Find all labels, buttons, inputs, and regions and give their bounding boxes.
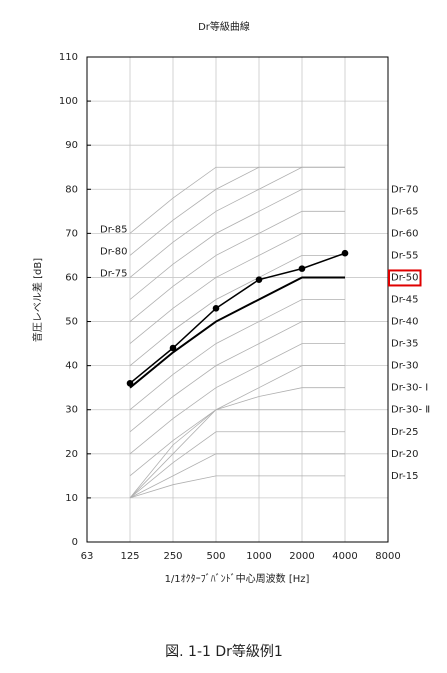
series-line bbox=[129, 365, 345, 477]
series-label: Dr-45 bbox=[391, 295, 419, 306]
series-line bbox=[129, 431, 345, 499]
series-line bbox=[129, 210, 345, 322]
y-tick-label: 100 bbox=[59, 96, 78, 107]
x-tick-label: 500 bbox=[206, 551, 225, 562]
series-line bbox=[129, 276, 345, 389]
series-line bbox=[129, 387, 345, 499]
x-tick-label: 4000 bbox=[332, 551, 357, 562]
data-point bbox=[298, 265, 306, 272]
x-tick-label: 1000 bbox=[246, 551, 271, 562]
y-tick-label: 60 bbox=[65, 272, 78, 283]
y-tick-label: 30 bbox=[65, 405, 78, 416]
y-tick-label: 90 bbox=[65, 140, 78, 151]
series-label: Dr-70 bbox=[391, 184, 419, 195]
y-tick-label: 20 bbox=[65, 449, 78, 460]
series-label: Dr-30- Ⅰ bbox=[391, 383, 428, 394]
series-label: Dr-60 bbox=[391, 228, 419, 239]
x-tick-label: 125 bbox=[120, 551, 139, 562]
series-label: Dr-50 bbox=[391, 272, 419, 283]
series-label: Dr-30 bbox=[391, 361, 419, 372]
data-point bbox=[169, 344, 177, 352]
y-axis-label: 音圧レベル差 [dB] bbox=[31, 258, 44, 342]
y-tick-label: 70 bbox=[65, 228, 78, 239]
y-tick-label: 80 bbox=[65, 184, 78, 195]
series-label: Dr-30- Ⅱ bbox=[391, 405, 430, 416]
data-point bbox=[341, 249, 349, 257]
series-line bbox=[129, 453, 345, 499]
series-line bbox=[129, 252, 346, 384]
series-label: Dr-75 bbox=[100, 268, 128, 279]
series-label: Dr-80 bbox=[100, 246, 128, 257]
series-label: Dr-85 bbox=[100, 224, 128, 235]
x-tick-label: 250 bbox=[163, 551, 182, 562]
data-point bbox=[126, 379, 134, 387]
y-tick-label: 110 bbox=[59, 52, 78, 63]
plot-frame bbox=[86, 56, 389, 543]
series-label: Dr-55 bbox=[391, 250, 419, 261]
series-label: Dr-35 bbox=[391, 339, 419, 350]
x-axis-label: 1/1ｵｸﾀｰﾌﾞﾊﾞﾝﾄﾞ中心周波数 [Hz] bbox=[165, 572, 310, 585]
series-line bbox=[129, 188, 345, 300]
series-label: Dr-65 bbox=[391, 206, 419, 217]
series-label: Dr-15 bbox=[391, 471, 419, 482]
series-line bbox=[129, 232, 345, 344]
y-tick-label: 50 bbox=[65, 317, 78, 328]
series-line bbox=[129, 409, 345, 499]
data-point bbox=[212, 305, 220, 312]
series-line bbox=[129, 321, 345, 433]
x-tick-label: 8000 bbox=[375, 551, 400, 562]
data-point bbox=[255, 276, 263, 283]
x-tick-label: 63 bbox=[81, 551, 94, 562]
caption: 図. 1-1 Dr等級例1 bbox=[165, 643, 283, 660]
y-tick-label: 10 bbox=[65, 493, 78, 504]
chart-title: Dr等級曲線 bbox=[198, 20, 250, 33]
series-line bbox=[129, 343, 345, 455]
series-line bbox=[129, 475, 345, 499]
y-tick-label: 40 bbox=[65, 361, 78, 372]
series-label: Dr-20 bbox=[391, 449, 419, 460]
x-tick-label: 2000 bbox=[289, 551, 314, 562]
series-line bbox=[129, 299, 345, 411]
series-label: Dr-25 bbox=[391, 427, 419, 438]
series-line bbox=[129, 255, 345, 366]
highlight-box bbox=[388, 269, 422, 287]
y-tick-label: 0 bbox=[72, 537, 78, 548]
series-line bbox=[129, 166, 345, 278]
series-label: Dr-40 bbox=[391, 317, 419, 328]
